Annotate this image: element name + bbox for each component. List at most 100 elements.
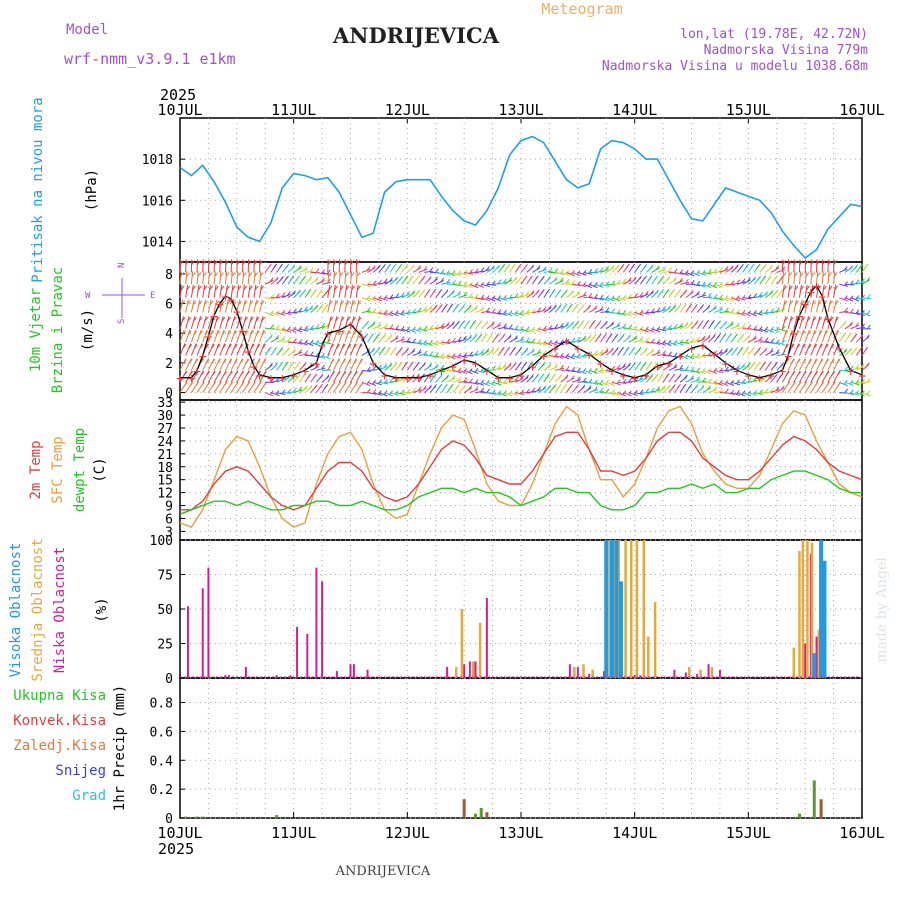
- wind-barb: [827, 271, 830, 285]
- wind-barb: [662, 341, 672, 347]
- wind-barb: [844, 323, 853, 330]
- wind-marker: +: [438, 364, 446, 379]
- wind-barb-flag: [784, 330, 789, 336]
- wind-barb-flag: [466, 319, 471, 325]
- wind-barb: [685, 377, 695, 383]
- wind-barb: [606, 381, 615, 386]
- wind-marker: +: [779, 364, 787, 379]
- wind-barb-flag: [540, 373, 545, 378]
- wind-barb-flag: [599, 367, 604, 373]
- wind-barb: [481, 310, 491, 313]
- wind-barb-flag: [222, 359, 227, 364]
- wind-barb-flag: [741, 278, 746, 283]
- wind-barb: [560, 376, 569, 383]
- wind-barb: [520, 376, 529, 383]
- wind-barb-flag: [223, 381, 228, 387]
- wind-barb-flag: [747, 324, 752, 330]
- wind-marker: +: [528, 360, 536, 375]
- wind-barb: [350, 299, 354, 313]
- wind-barb-flag: [215, 316, 220, 322]
- wind-barb-flag: [805, 260, 809, 265]
- wind-barb-flag: [580, 304, 585, 309]
- wind-barb: [549, 341, 558, 346]
- wind-barb-flag: [348, 371, 353, 376]
- wind-barb: [594, 390, 604, 394]
- wind-barb-flag: [682, 383, 687, 389]
- wind-barb-flag: [457, 290, 461, 296]
- wind-barb-flag: [791, 371, 796, 376]
- wind-barb-flag: [769, 348, 774, 354]
- wind-barb-flag: [701, 335, 706, 341]
- wind-barb: [373, 381, 382, 386]
- wind-barb-flag: [200, 359, 204, 364]
- wind-barb: [412, 351, 422, 356]
- wind-barb-flag: [795, 300, 799, 306]
- wind-barb-flag: [587, 334, 592, 340]
- wind-barb-flag: [775, 265, 780, 270]
- wind-barb: [458, 369, 468, 375]
- wind-barb-flag: [769, 290, 774, 295]
- wind-barb: [332, 316, 338, 329]
- wind-barb-flag: [620, 263, 625, 269]
- wind-barb: [316, 325, 326, 330]
- wind-marker: +: [324, 327, 332, 342]
- wind-barb-flag: [773, 275, 778, 281]
- wind-barb: [401, 311, 411, 315]
- wind-barb: [691, 379, 701, 383]
- wind-barb-flag: [644, 374, 649, 380]
- wind-barb: [230, 343, 237, 356]
- wind-barb-flag: [520, 292, 524, 297]
- wind-barb: [691, 339, 701, 343]
- wind-barb-flag: [860, 309, 865, 315]
- wind-barb: [753, 328, 763, 332]
- wind-barb-flag: [474, 386, 479, 391]
- wind-barb-flag: [822, 285, 827, 291]
- wind-barb-flag: [216, 343, 221, 349]
- wind-barb-flag: [628, 377, 633, 383]
- wind-barb: [577, 380, 587, 383]
- wind-barb-flag: [746, 277, 751, 282]
- wind-barb-flag: [729, 347, 733, 353]
- wind-barb: [412, 328, 422, 333]
- wind-barb: [185, 299, 189, 313]
- wind-barb: [765, 291, 773, 299]
- wind-barb-flag: [262, 371, 267, 376]
- wind-barb: [708, 283, 718, 289]
- wind-barb-flag: [677, 383, 681, 389]
- cloud-bar-low: [463, 664, 466, 678]
- wind-barb: [515, 295, 525, 299]
- wind-barb-flag: [215, 300, 220, 306]
- wind-barb: [384, 335, 392, 343]
- wind-barb: [435, 271, 445, 275]
- cloud-axis-label-3: Niska Oblacnost: [52, 547, 68, 673]
- wind-barb-flag: [296, 361, 301, 367]
- wind-barb: [748, 328, 758, 331]
- wind-barb-flag: [284, 361, 289, 367]
- wind-barb-flag: [204, 316, 209, 322]
- wind-barb: [259, 343, 265, 356]
- wind-barb: [850, 297, 860, 302]
- wind-barb-flag: [688, 303, 693, 309]
- wind-barb-flag: [301, 373, 306, 379]
- wind-barb-flag: [582, 281, 587, 287]
- wind-marker: +: [347, 318, 355, 333]
- wind-barb: [833, 358, 840, 371]
- wind-barb-flag: [523, 275, 528, 281]
- wind-barb: [753, 392, 763, 395]
- wind-barb: [827, 343, 834, 356]
- wind-barb-flag: [183, 371, 188, 376]
- wind-barb: [509, 379, 519, 383]
- wind-barb: [856, 326, 866, 330]
- wind-barb: [486, 323, 495, 330]
- wind-barb: [498, 297, 508, 301]
- wind-barb: [230, 316, 236, 329]
- cloud-bar-mid: [582, 664, 585, 678]
- wind-barb-flag: [767, 275, 772, 281]
- ytick-label-temp: 24: [157, 435, 173, 450]
- wind-barb-flag: [314, 276, 319, 282]
- wind-barb-flag: [212, 381, 217, 387]
- wind-barb-flag: [473, 334, 478, 339]
- wind-barb: [503, 364, 512, 371]
- wind-barb-flag: [468, 334, 472, 340]
- wind-barb-flag: [844, 281, 848, 286]
